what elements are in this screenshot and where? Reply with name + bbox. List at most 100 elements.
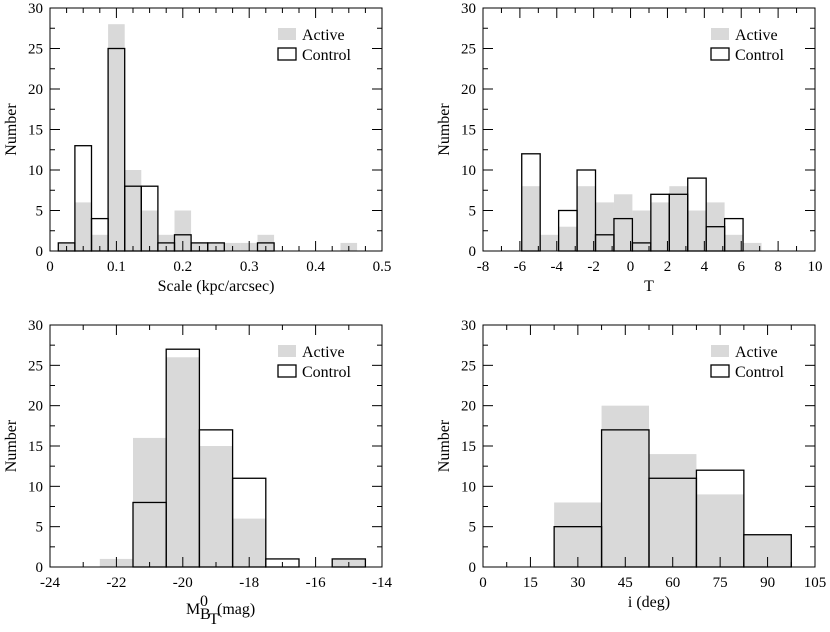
x-tick-label: 60 — [665, 575, 680, 591]
legend-swatch-active — [711, 28, 729, 40]
legend-swatch-control — [277, 47, 297, 61]
y-tick-label: 25 — [28, 358, 43, 374]
legend-swatch-active — [278, 28, 296, 40]
x-tick-label: 90 — [760, 575, 775, 591]
active-bar — [613, 194, 633, 251]
active-bar — [166, 357, 200, 567]
y-tick-label: 25 — [28, 42, 43, 58]
active-bar — [108, 24, 125, 252]
x-axis-title-subsub: T — [209, 611, 219, 628]
legend-label-active: Active — [735, 344, 778, 361]
chart-panel-1: 0 0.1 0.2 0.3 0.4 0.5 0 5 10 15 20 25 30 Number Scale … — [3, 1, 391, 295]
y-tick-label: 25 — [461, 42, 476, 58]
legend-label-control: Control — [302, 364, 351, 381]
x-tick-label: 10 — [808, 259, 823, 275]
x-tick-label: -18 — [239, 575, 259, 591]
y-tick-label: 15 — [461, 439, 476, 455]
x-tick-label: 0 — [479, 575, 487, 591]
x-tick-label: -6 — [514, 259, 527, 275]
x-tick-label: 0 — [627, 259, 635, 275]
y-tick-label: 10 — [461, 479, 476, 495]
active-bar — [558, 226, 578, 251]
x-tick-label: -8 — [477, 259, 490, 275]
x-tick-label: 8 — [774, 259, 782, 275]
y-tick-label: 0 — [36, 560, 44, 576]
legend-label-active: Active — [302, 27, 345, 44]
x-tick-label: 30 — [570, 575, 585, 591]
y-tick-label: 10 — [461, 163, 476, 179]
x-tick-label: 0.2 — [173, 259, 192, 275]
x-tick-label: -4 — [551, 259, 564, 275]
y-axis-title: Number — [436, 103, 453, 156]
active-bar — [124, 170, 142, 251]
active-bar — [74, 202, 92, 251]
active-bar — [91, 234, 109, 251]
y-tick-label: 30 — [28, 1, 43, 17]
x-tick-label: 6 — [737, 259, 745, 275]
y-tick-label: 20 — [461, 82, 476, 98]
active-bar — [601, 405, 649, 567]
x-tick-label: 2 — [664, 259, 672, 275]
y-tick-label: 30 — [461, 1, 476, 17]
legend-label-active: Active — [302, 344, 345, 361]
y-tick-label: 30 — [461, 318, 476, 334]
active-bar — [687, 210, 707, 251]
active-bar — [696, 494, 744, 567]
y-tick-label: 5 — [36, 204, 44, 220]
y-tick-label: 0 — [469, 560, 477, 576]
active-bar — [632, 210, 651, 251]
active-bar — [540, 234, 559, 251]
chart-panel-2: -8 -6 -4 -2 0 2 4 6 8 10 0 5 10 15 20 25 30 Number T Active… — [436, 1, 823, 295]
y-axis-title: Number — [3, 419, 20, 472]
x-tick-label: 0 — [46, 259, 54, 275]
x-tick-label: -22 — [106, 575, 126, 591]
x-tick-label: 4 — [701, 259, 709, 275]
legend-swatch-active — [711, 345, 729, 357]
x-tick-label: 105 — [804, 575, 827, 591]
x-tick-label: 75 — [713, 575, 728, 591]
active-bar — [650, 202, 670, 251]
active-bar — [743, 242, 762, 251]
y-axis-title: Number — [436, 419, 453, 472]
y-tick-label: 0 — [36, 244, 44, 260]
legend-label-control: Control — [735, 364, 784, 381]
y-tick-label: 5 — [469, 520, 477, 536]
active-bar — [577, 186, 596, 251]
x-tick-label: 0.5 — [373, 259, 392, 275]
x-axis-title-sup: 0 — [200, 593, 208, 610]
x-axis-title: i (deg) — [628, 594, 670, 611]
active-bar — [174, 210, 192, 251]
active-bar — [141, 210, 158, 251]
x-tick-label: 0.1 — [107, 259, 126, 275]
legend-swatch-control — [710, 364, 730, 378]
y-tick-label: 30 — [28, 318, 43, 334]
y-tick-label: 15 — [461, 123, 476, 139]
legend-label-active: Active — [735, 27, 778, 44]
y-tick-label: 20 — [461, 399, 476, 415]
legend-swatch-control — [277, 364, 297, 378]
y-tick-label: 15 — [28, 123, 43, 139]
x-axis-title: M 0BT (mag) — [186, 593, 255, 628]
x-tick-label: -16 — [306, 575, 326, 591]
x-axis-title: Scale (kpc/arcsec) — [158, 278, 275, 295]
active-bar — [554, 502, 602, 567]
legend-label-control: Control — [735, 47, 784, 64]
y-tick-label: 10 — [28, 479, 43, 495]
y-tick-label: 20 — [28, 399, 43, 415]
active-bar — [724, 234, 744, 251]
chart-panel-4: 0 15 30 45 60 75 90 105 0 5 10 15 20 25 30 Number i (deg… — [436, 318, 826, 611]
active-bar — [595, 202, 614, 251]
y-tick-label: 10 — [28, 163, 43, 179]
x-axis-title-main: M — [186, 601, 200, 618]
active-bar — [521, 186, 541, 251]
y-tick-label: 20 — [28, 82, 43, 98]
active-bar — [669, 186, 688, 251]
x-tick-label: -20 — [173, 575, 193, 591]
x-tick-label: -2 — [587, 259, 600, 275]
y-tick-label: 5 — [36, 520, 44, 536]
active-bar — [199, 446, 233, 567]
x-axis-title-sub: B — [200, 606, 211, 623]
x-tick-label: -24 — [40, 575, 60, 591]
